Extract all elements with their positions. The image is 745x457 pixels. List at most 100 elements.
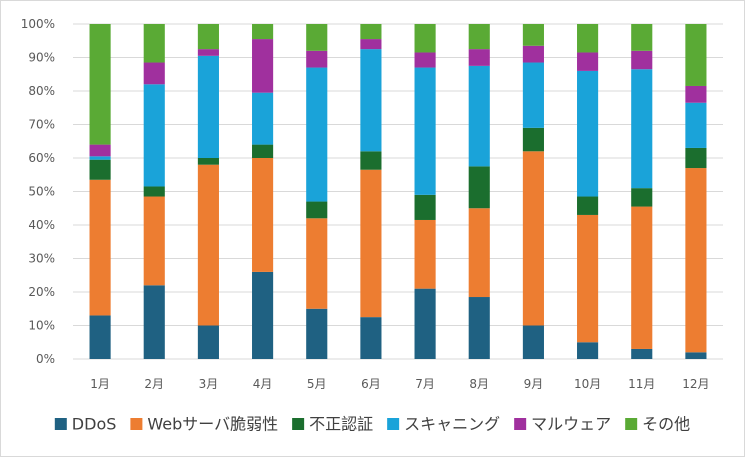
bar-segment (306, 24, 328, 51)
gridlines (73, 23, 723, 360)
legend-label: DDoS (72, 415, 117, 434)
bar-segment (197, 49, 219, 56)
bar-segment (414, 194, 436, 220)
legend-item: 不正認証 (292, 415, 373, 434)
y-tick-label: 100% (21, 17, 55, 31)
legend-swatch (387, 418, 400, 430)
bar-segment (414, 52, 436, 68)
x-tick-label: 11月 (628, 377, 655, 391)
bar-segment (685, 85, 707, 103)
x-axis-ticks: 1月 2月 3月 4月 5月 6月 7月 8月 9月 10月 11月 12月 (90, 377, 709, 391)
bar-segment (577, 214, 599, 343)
legend-item: マルウェア (514, 415, 611, 434)
y-tick-label: 60% (28, 151, 55, 165)
bar-segment (143, 285, 165, 359)
bar-segment (577, 196, 599, 215)
y-tick-label: 20% (28, 285, 55, 299)
bar-segment (468, 166, 490, 209)
legend-item: Webサーバ脆弱性 (130, 415, 278, 434)
bar-segment (89, 24, 111, 145)
bar-segment (89, 315, 111, 359)
bar-segment (197, 164, 219, 326)
bar-segment (252, 144, 274, 158)
bar-segment (468, 297, 490, 359)
bar-segment (252, 24, 274, 40)
bar-segment (252, 158, 274, 272)
legend-label: その他 (642, 415, 690, 434)
y-tick-label: 40% (28, 218, 55, 232)
legend-swatch (54, 418, 67, 430)
bar-segment (414, 288, 436, 359)
bar-segment (306, 201, 328, 219)
legend-swatch (514, 418, 527, 430)
x-tick-label: 5月 (307, 377, 327, 391)
x-tick-label: 3月 (199, 377, 219, 391)
bar-segment (685, 352, 707, 359)
x-tick-label: 1月 (90, 377, 110, 391)
legend-label: スキャニング (404, 415, 500, 434)
legend-swatch (130, 418, 143, 430)
y-tick-label: 70% (28, 118, 55, 132)
bar-segment (414, 219, 436, 289)
bar-segment (143, 84, 165, 187)
bar-segment (577, 24, 599, 53)
x-tick-label: 7月 (415, 377, 435, 391)
bar-segment (143, 24, 165, 63)
bar-segment (360, 24, 382, 40)
bar-segment (89, 159, 111, 180)
bar-segment (306, 218, 328, 309)
bar-segment (522, 62, 544, 128)
y-tick-label: 0% (36, 352, 55, 366)
bar-segment (522, 325, 544, 359)
y-tick-label: 80% (28, 84, 55, 98)
x-tick-label: 9月 (524, 377, 544, 391)
bar-segment (685, 24, 707, 86)
bar-segment (631, 206, 653, 349)
legend-item: スキャニング (387, 415, 500, 434)
y-tick-label: 90% (28, 51, 55, 65)
bar-segment (631, 69, 653, 189)
y-axis-ticks: 0% 10% 20% 30% 40% 50% 60% 70% 80% 90% 100% (21, 17, 55, 366)
x-tick-label: 12月 (682, 377, 709, 391)
bar-segment (143, 62, 165, 85)
bars (89, 24, 707, 359)
bar-segment (522, 127, 544, 152)
bar-segment (89, 144, 111, 157)
legend-item: その他 (625, 415, 690, 434)
bar-segment (89, 179, 111, 316)
bar-segment (468, 208, 490, 298)
x-tick-label: 8月 (469, 377, 489, 391)
bar-segment (685, 168, 707, 353)
bar-segment (143, 196, 165, 286)
legend-label: マルウェア (531, 415, 611, 434)
bar-segment (468, 24, 490, 50)
bar-segment (577, 70, 599, 197)
bar-segment (252, 271, 274, 359)
bar-segment (197, 55, 219, 159)
y-tick-label: 30% (28, 252, 55, 266)
bar-segment (306, 308, 328, 359)
y-tick-label: 50% (28, 185, 55, 199)
bar-segment (306, 50, 328, 68)
bar-segment (468, 49, 490, 66)
bar-segment (468, 65, 490, 167)
bar-segment (197, 24, 219, 50)
bar-segment (685, 102, 707, 148)
x-tick-label: 6月 (361, 377, 381, 391)
bar-segment (631, 348, 653, 359)
bar-segment (631, 24, 653, 51)
bar-segment (360, 169, 382, 318)
bar-segment (577, 342, 599, 359)
bar-segment (360, 49, 382, 152)
bar-segment (522, 24, 544, 46)
legend-label: Webサーバ脆弱性 (147, 415, 278, 434)
bar-segment (89, 156, 111, 160)
bar-segment (360, 39, 382, 50)
bar-segment (685, 147, 707, 169)
x-tick-label: 10月 (574, 377, 601, 391)
bar-segment (306, 67, 328, 202)
legend-swatch (292, 418, 305, 430)
bar-segment (577, 52, 599, 71)
bar-segment (414, 67, 436, 195)
